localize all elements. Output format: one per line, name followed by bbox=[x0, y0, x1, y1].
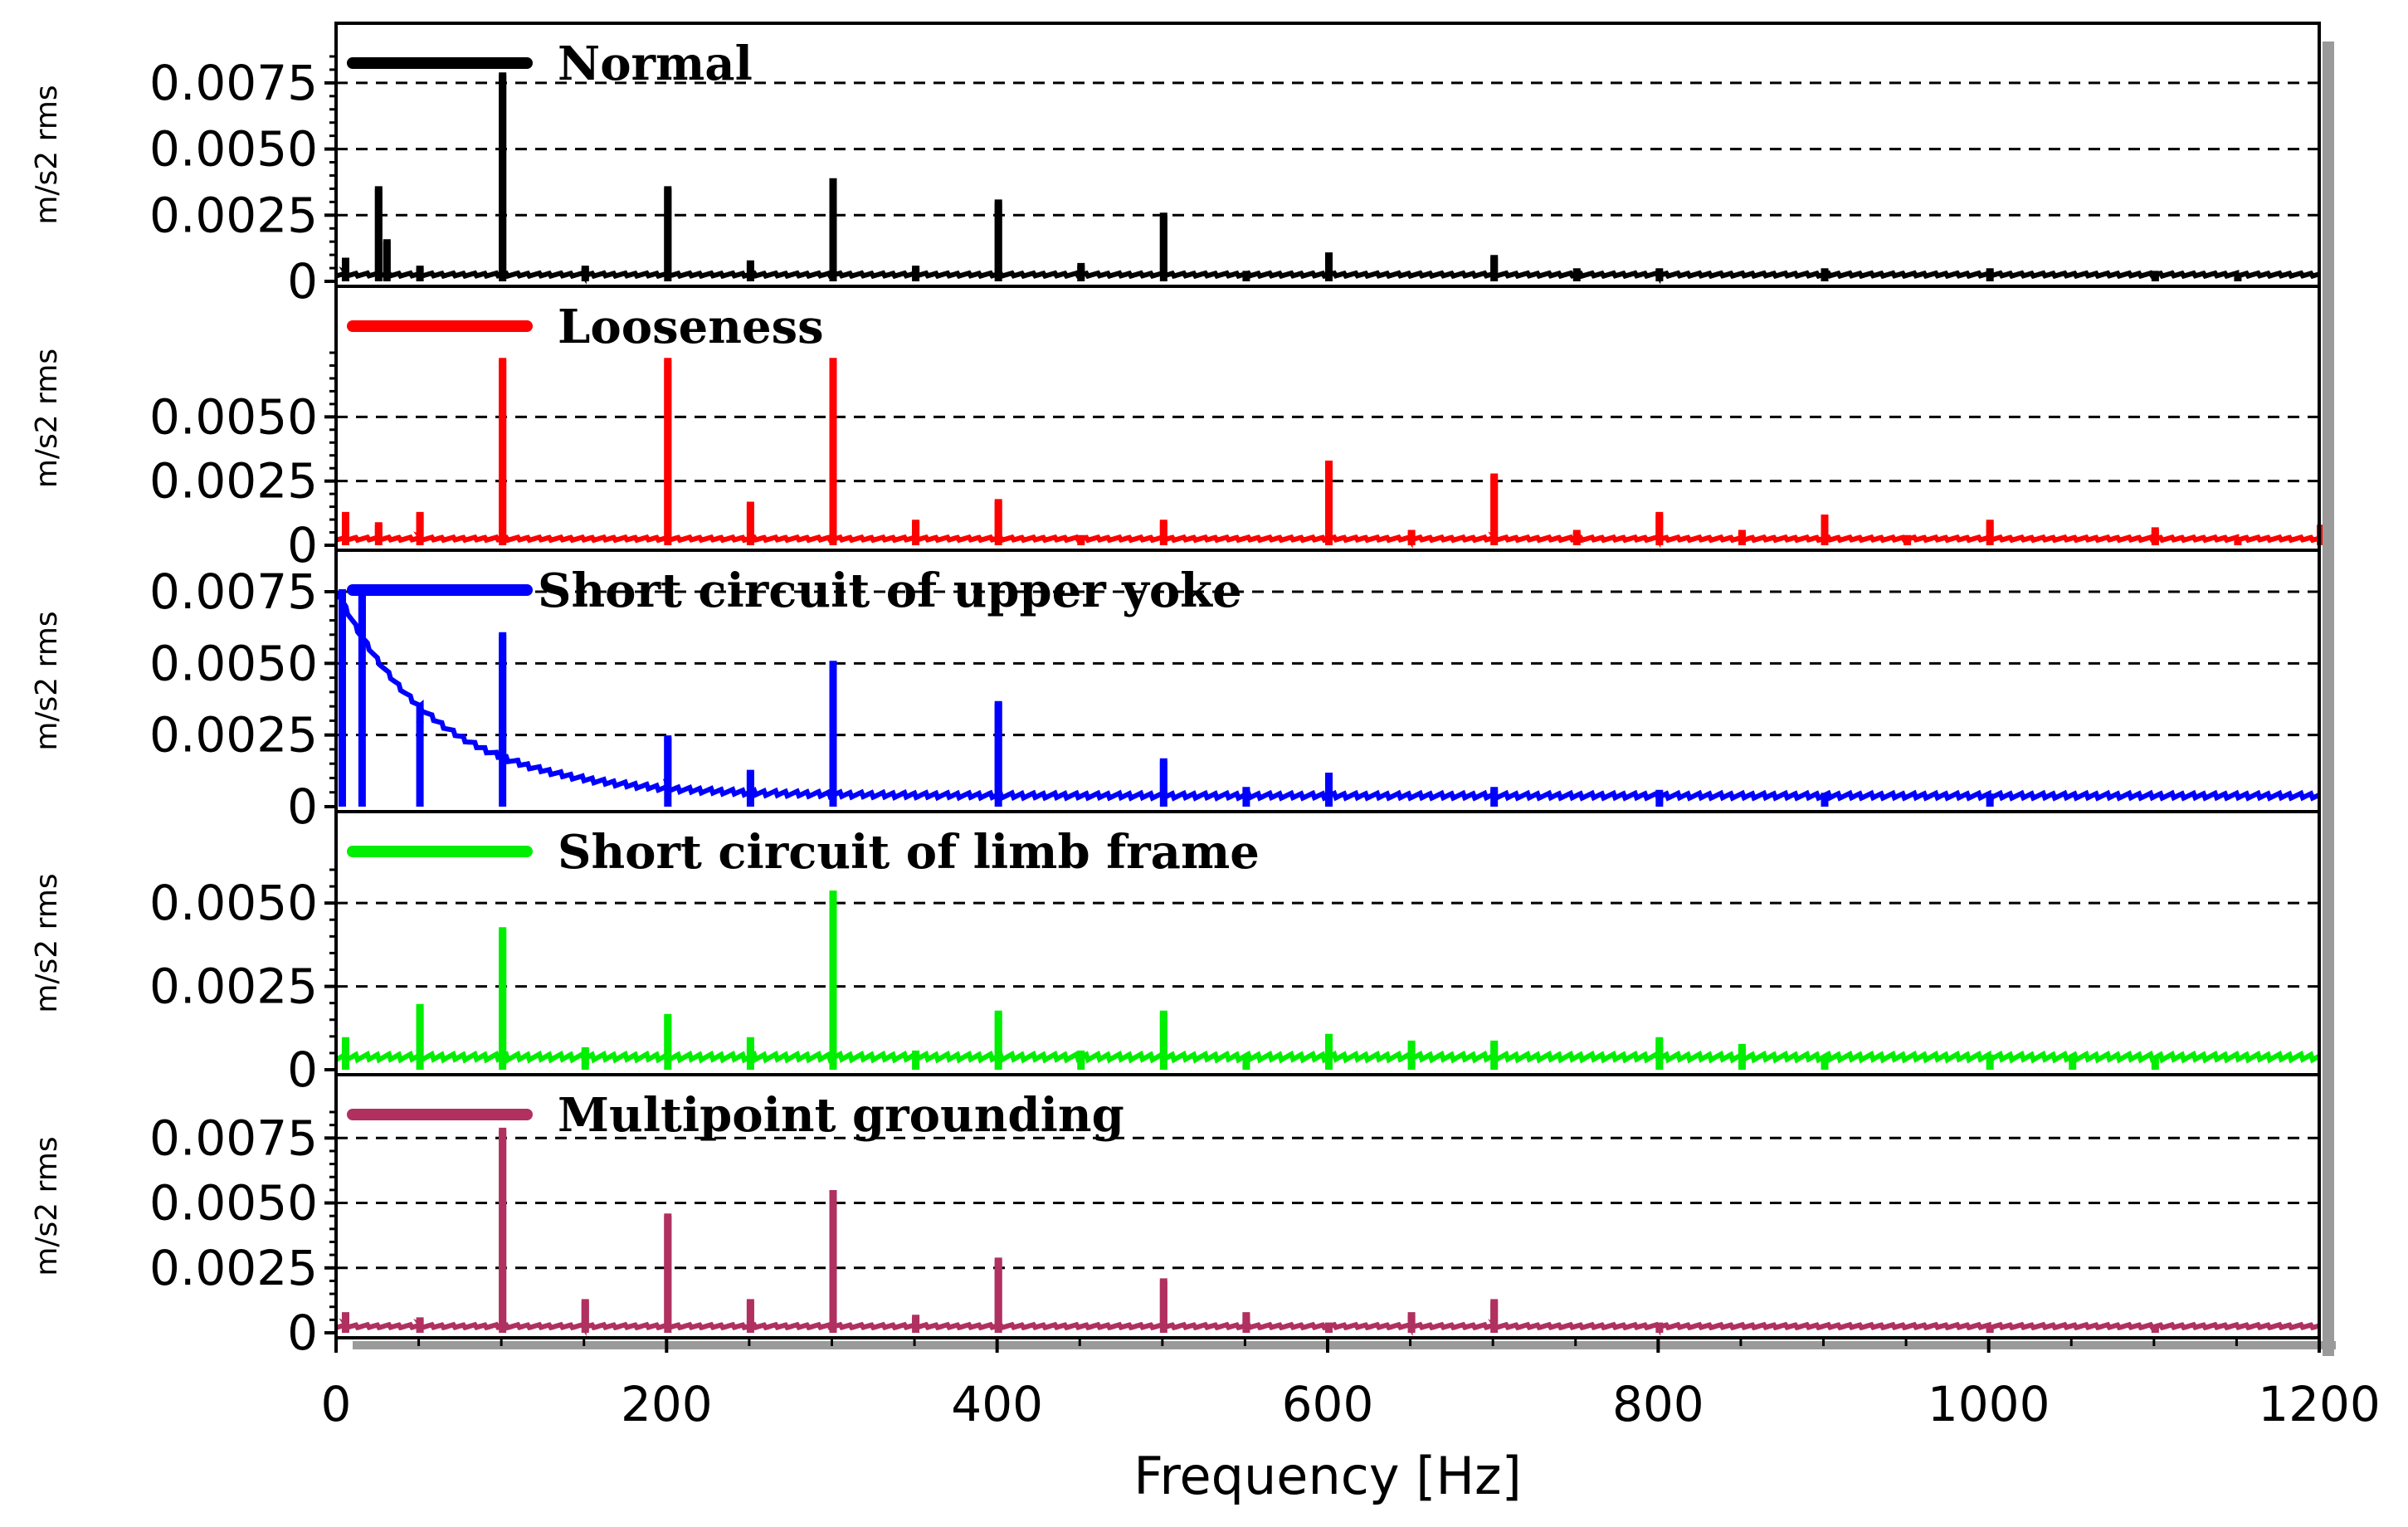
y-tick-label-0-1: 0.0025 bbox=[149, 187, 318, 243]
frame-shadow-bottom bbox=[353, 1341, 2336, 1349]
y-tick-label-4-1: 0.0025 bbox=[149, 1240, 318, 1296]
y-axis-label-3: m/s2 rms bbox=[30, 873, 64, 1012]
series-line-0 bbox=[335, 72, 2320, 285]
y-tick-label-0-3: 0.0075 bbox=[149, 55, 318, 111]
legend-label-3: Short circuit of limb frame bbox=[558, 825, 1260, 880]
frame-shadow-right bbox=[2323, 41, 2334, 1356]
y-tick-label-3-2: 0.0050 bbox=[149, 875, 318, 931]
legend-label-2: Short circuit of upper yoke bbox=[538, 563, 1242, 618]
x-tick-label-3: 600 bbox=[1282, 1376, 1374, 1432]
x-tick-label-6: 1200 bbox=[2258, 1376, 2381, 1432]
series-line-2 bbox=[334, 589, 2321, 804]
y-axis-label-4: m/s2 rms bbox=[30, 1136, 64, 1276]
y-tick-label-3-0: 0 bbox=[287, 1042, 318, 1098]
legend-label-0: Normal bbox=[558, 37, 753, 91]
y-tick-label-2-1: 0.0025 bbox=[149, 707, 318, 764]
x-tick-label-0: 0 bbox=[321, 1376, 352, 1432]
series-line-3 bbox=[334, 890, 2321, 1067]
x-tick-label-1: 200 bbox=[621, 1376, 713, 1432]
y-tick-label-4-2: 0.0050 bbox=[149, 1175, 318, 1232]
y-axis-label-1: m/s2 rms bbox=[30, 349, 64, 488]
y-tick-label-1-0: 0 bbox=[287, 517, 318, 573]
x-tick-label-4: 800 bbox=[1612, 1376, 1704, 1432]
x-axis-label: Frequency [Hz] bbox=[1133, 1446, 1522, 1506]
legend-label-1: Looseness bbox=[558, 300, 824, 354]
y-tick-label-3-1: 0.0025 bbox=[149, 959, 318, 1015]
y-tick-label-0-2: 0.0050 bbox=[149, 121, 318, 178]
y-tick-label-2-3: 0.0075 bbox=[149, 563, 318, 620]
y-tick-label-1-2: 0.0050 bbox=[149, 388, 318, 445]
y-tick-label-0-0: 0 bbox=[287, 253, 318, 310]
legend-label-4: Multipoint grounding bbox=[558, 1088, 1124, 1143]
x-tick-label-5: 1000 bbox=[1928, 1376, 2050, 1432]
series-line-4 bbox=[335, 1127, 2320, 1336]
y-tick-label-4-3: 0.0075 bbox=[149, 1110, 318, 1166]
y-tick-label-2-0: 0 bbox=[287, 778, 318, 835]
y-tick-label-2-2: 0.0050 bbox=[149, 635, 318, 691]
y-tick-label-1-1: 0.0025 bbox=[149, 453, 318, 510]
x-tick-label-2: 400 bbox=[951, 1376, 1043, 1432]
y-axis-label-0: m/s2 rms bbox=[30, 85, 64, 224]
y-axis-label-2: m/s2 rms bbox=[30, 611, 64, 750]
y-tick-label-4-0: 0 bbox=[287, 1305, 318, 1361]
